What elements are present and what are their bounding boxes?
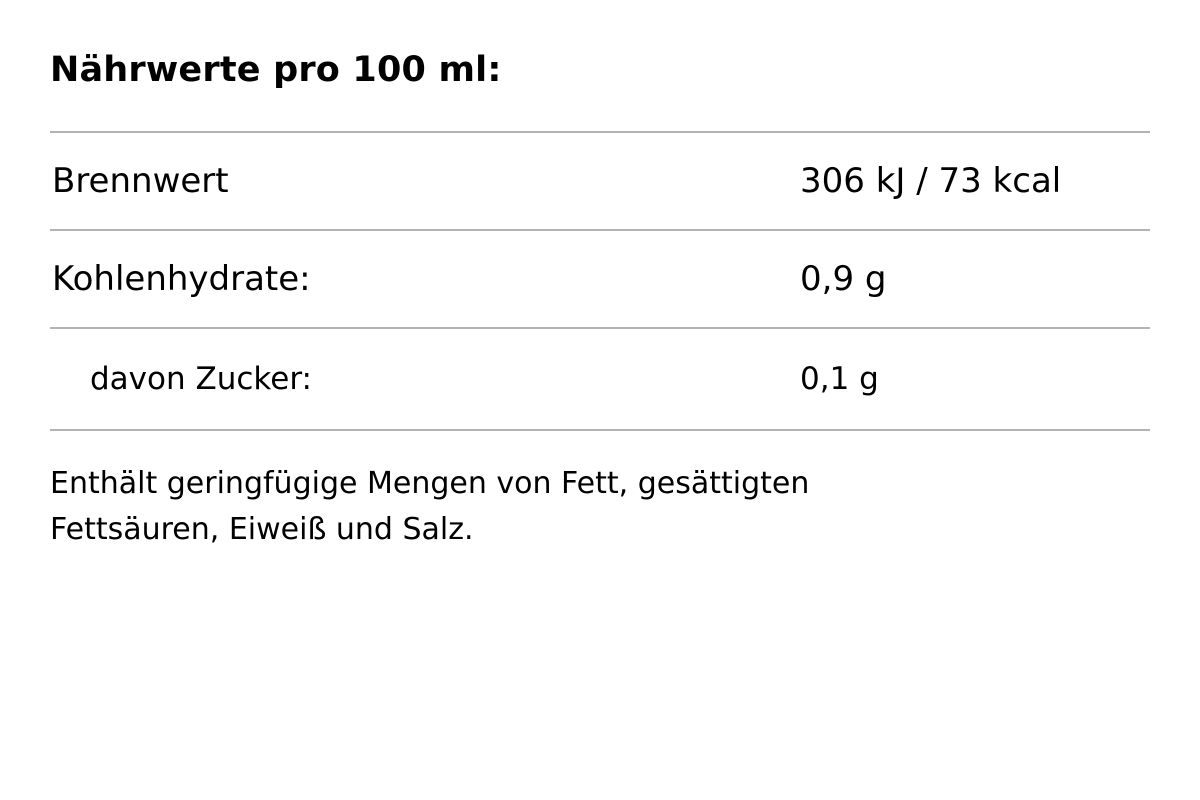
table-row-sub: davon Zucker: 0,1 g (50, 329, 1150, 429)
footnote-line-2: Fettsäuren, Eiweiß und Salz. (50, 512, 474, 547)
nutrition-table: Brennwert 306 kJ / 73 kcal Kohlenhydrate… (50, 131, 1150, 431)
row-value-davon-zucker: 0,1 g (800, 361, 879, 397)
table-divider-top (50, 131, 1150, 133)
nutrition-footnote: Enthält geringfügige Mengen von Fett, ge… (50, 461, 950, 553)
table-row: Kohlenhydrate: 0,9 g (50, 231, 1150, 327)
table-row: Brennwert 306 kJ / 73 kcal (50, 133, 1150, 229)
page-title: Nährwerte pro 100 ml: (50, 50, 502, 90)
row-value-brennwert: 306 kJ / 73 kcal (800, 161, 1062, 201)
footnote-line-1: Enthält geringfügige Mengen von Fett, ge… (50, 466, 810, 501)
table-divider-2 (50, 327, 1150, 329)
table-divider-bottom (50, 429, 1150, 431)
row-value-kohlenhydrate: 0,9 g (800, 259, 887, 299)
table-divider-1 (50, 229, 1150, 231)
row-label-brennwert: Brennwert (52, 161, 229, 201)
row-label-kohlenhydrate: Kohlenhydrate: (52, 259, 311, 299)
row-label-davon-zucker: davon Zucker: (90, 361, 312, 397)
